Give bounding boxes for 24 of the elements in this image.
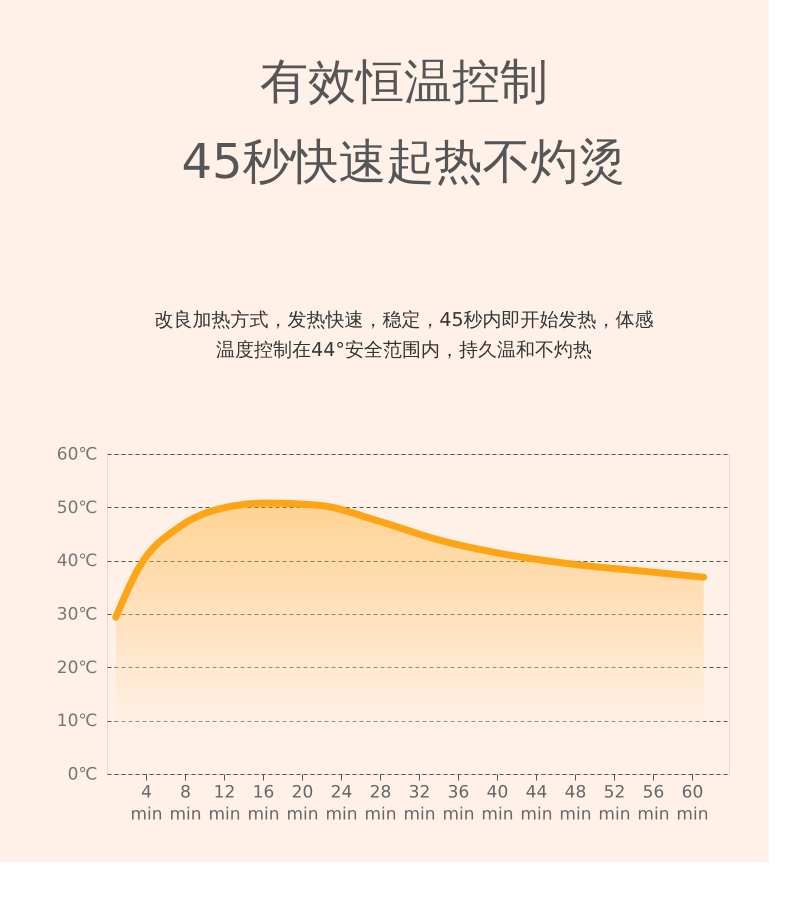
x-tick-label: 20 min xyxy=(286,782,319,824)
y-tick-label: 30℃ xyxy=(56,604,98,624)
chart-subtitle: 改良加热方式，发热快速，稳定，45秒内即开始发热，体感温度控制在44°安全范围内，持久温和不灼热 xyxy=(154,309,654,361)
x-tick-label: 4 min xyxy=(130,782,163,824)
x-tick-label: 48 min xyxy=(559,782,592,824)
y-tick-label: 40℃ xyxy=(56,551,98,572)
x-tick-label: 8 min xyxy=(169,782,202,824)
x-tick-label: 52 min xyxy=(598,782,630,824)
y-tick-label: 20℃ xyxy=(56,658,98,678)
x-tick-label: 36 min xyxy=(442,782,475,824)
x-tick-label: 16 min xyxy=(247,782,280,824)
chart-title: 有效恒温控制 45秒快速起热不灼烫 xyxy=(181,54,627,190)
x-tick-label: 12 min xyxy=(208,782,241,824)
x-tick-label: 28 min xyxy=(364,782,397,824)
y-tick-label: 0℃ xyxy=(68,764,98,784)
x-tick-label: 24 min xyxy=(325,782,358,824)
x-tick-label: 56 min xyxy=(637,782,670,824)
x-tick-label: 32 min xyxy=(403,782,436,824)
x-tick-label: 40 min xyxy=(481,782,514,824)
x-tick-label: 60 min xyxy=(676,782,708,824)
y-tick-label: 60℃ xyxy=(56,444,98,464)
y-tick-label: 10℃ xyxy=(56,711,98,732)
x-tick-label: 44 min xyxy=(520,782,552,824)
y-tick-label: 50℃ xyxy=(56,498,98,518)
